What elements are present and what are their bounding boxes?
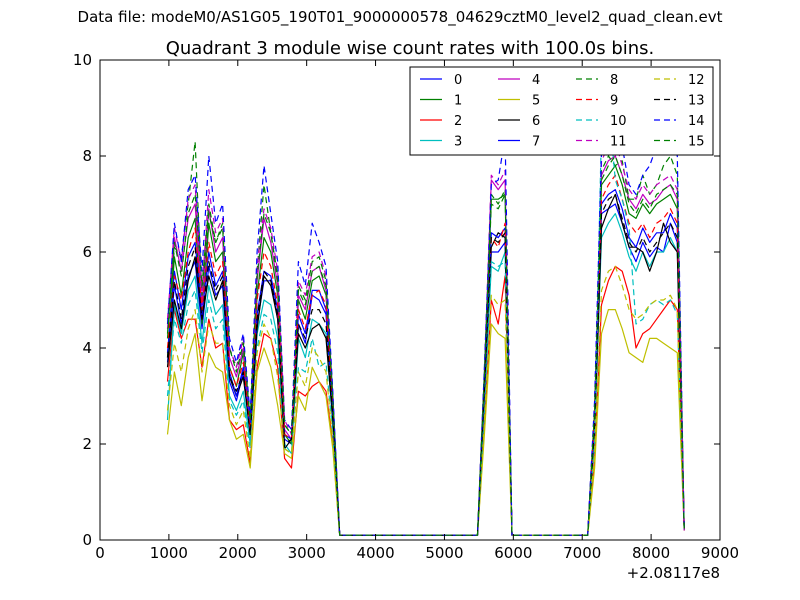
legend-label-8: 8 bbox=[610, 73, 618, 88]
series-line-2 bbox=[166, 265, 685, 536]
x-tick-label: 4000 bbox=[356, 544, 394, 562]
series-line-6 bbox=[166, 193, 685, 536]
legend-label-13: 13 bbox=[688, 94, 705, 109]
y-tick-label: 0 bbox=[82, 531, 92, 549]
legend-label-3: 3 bbox=[454, 135, 462, 150]
legend-label-11: 11 bbox=[610, 135, 627, 150]
legend-label-12: 12 bbox=[688, 73, 705, 88]
x-tick-label: 7000 bbox=[563, 544, 601, 562]
x-tick-label: 0 bbox=[95, 544, 105, 562]
legend-label-4: 4 bbox=[532, 73, 540, 88]
legend-label-1: 1 bbox=[454, 94, 462, 109]
x-tick-label: 1000 bbox=[150, 544, 188, 562]
x-tick-label: 9000 bbox=[701, 544, 739, 562]
legend-label-6: 6 bbox=[532, 114, 540, 129]
x-tick-label: 2000 bbox=[219, 544, 257, 562]
legend-label-7: 7 bbox=[532, 135, 540, 150]
series-layer bbox=[166, 102, 685, 536]
x-offset-label: +2.08117e8 bbox=[627, 564, 720, 582]
y-tick-label: 4 bbox=[82, 339, 92, 357]
series-line-14 bbox=[166, 121, 685, 536]
chart-title: Quadrant 3 module wise count rates with … bbox=[166, 38, 655, 59]
y-tick-label: 10 bbox=[73, 51, 92, 69]
series-line-13 bbox=[166, 193, 685, 536]
x-tick-label: 3000 bbox=[288, 544, 326, 562]
x-tick-label: 6000 bbox=[494, 544, 532, 562]
axes-frame bbox=[99, 59, 721, 541]
y-tick-label: 8 bbox=[82, 147, 92, 165]
series-line-8 bbox=[166, 141, 685, 536]
axes-layer: 0 1000 2000 3000 4000 5000 6000 7000 8000 9000 0 2 4… bbox=[73, 51, 739, 562]
legend-label-2: 2 bbox=[454, 114, 462, 129]
x-tick-label: 5000 bbox=[425, 544, 463, 562]
series-line-15 bbox=[166, 155, 685, 536]
legend-label-5: 5 bbox=[532, 94, 540, 109]
figure-suptitle: Data file: modeM0/AS1G05_190T01_90000005… bbox=[77, 8, 723, 26]
y-tick-label: 2 bbox=[82, 435, 92, 453]
legend-label-15: 15 bbox=[688, 135, 705, 150]
series-line-5 bbox=[166, 309, 685, 536]
y-tick-label: 6 bbox=[82, 243, 92, 261]
series-line-9 bbox=[166, 174, 685, 536]
x-tick-label: 8000 bbox=[632, 544, 670, 562]
legend-label-0: 0 bbox=[454, 73, 462, 88]
legend-label-9: 9 bbox=[610, 94, 618, 109]
legend-label-10: 10 bbox=[610, 114, 627, 129]
legend-label-14: 14 bbox=[688, 114, 705, 129]
legend-box bbox=[409, 66, 714, 156]
